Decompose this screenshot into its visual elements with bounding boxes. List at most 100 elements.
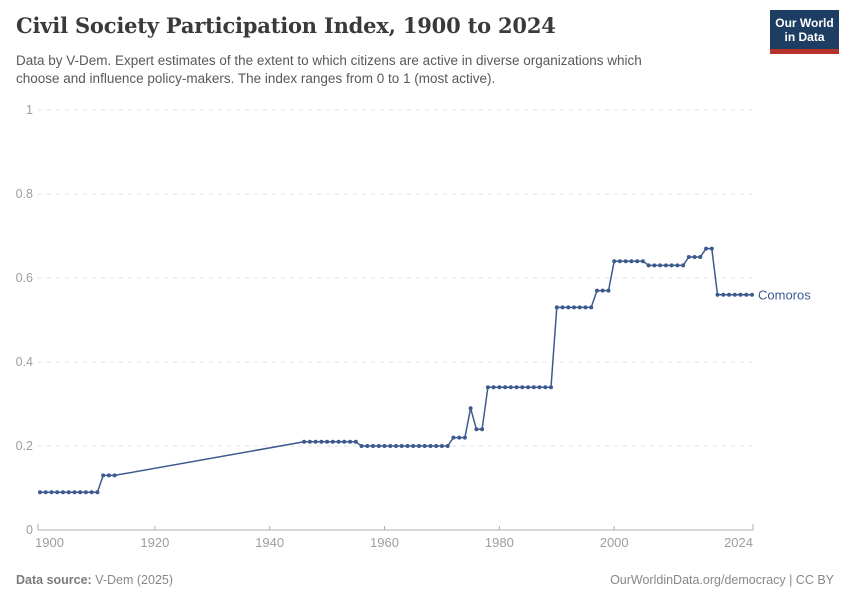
data-point	[388, 444, 393, 448]
data-point	[55, 490, 60, 495]
owid-logo-line-2: in Data	[784, 30, 825, 44]
data-point	[302, 439, 307, 444]
data-point	[428, 444, 433, 448]
data-point	[399, 444, 404, 448]
data-point	[629, 259, 634, 264]
data-point	[474, 427, 479, 432]
data-point	[49, 490, 54, 495]
data-point	[112, 473, 117, 478]
data-point	[543, 385, 548, 390]
x-axis-tick-label: 1940	[255, 535, 284, 550]
data-point	[325, 439, 330, 444]
data-point	[738, 292, 743, 297]
data-point	[663, 263, 668, 268]
data-point	[514, 385, 519, 390]
data-point	[43, 490, 48, 495]
y-axis-tick-label: 0.8	[16, 187, 33, 201]
data-point	[508, 385, 513, 390]
data-point	[681, 263, 686, 268]
data-point	[89, 490, 94, 495]
series-label-comoros[interactable]: Comoros	[758, 287, 811, 302]
y-axis-tick-label: 1	[26, 103, 33, 117]
data-point	[750, 292, 754, 297]
owid-logo-line-1: Our World	[775, 16, 834, 30]
x-axis-tick-label: 1980	[485, 535, 514, 550]
data-point	[744, 292, 749, 297]
data-point	[307, 439, 312, 444]
data-source-label: Data source:	[16, 573, 92, 587]
data-point	[95, 490, 100, 495]
data-point	[531, 385, 536, 390]
data-point	[520, 385, 525, 390]
chart-footer: Data source: V-Dem (2025) OurWorldinData…	[16, 573, 834, 587]
data-point	[78, 490, 83, 495]
data-point	[439, 444, 444, 448]
data-point	[549, 385, 553, 390]
data-point	[617, 259, 622, 264]
data-point	[566, 305, 571, 310]
chart-subtitle-line-2: choose and influence policy-makers. The …	[16, 71, 496, 86]
data-point	[434, 444, 439, 448]
x-axis-tick-label: 1960	[370, 535, 399, 550]
data-point	[600, 288, 605, 293]
data-point	[669, 263, 674, 268]
data-point	[646, 263, 651, 268]
owid-logo: Our World in Data	[770, 10, 839, 54]
y-axis-tick-label: 0.4	[16, 355, 33, 369]
data-point	[709, 246, 714, 251]
data-point	[675, 263, 680, 268]
data-point	[101, 473, 106, 478]
data-point	[491, 385, 496, 390]
data-point	[417, 444, 421, 448]
data-point	[445, 444, 450, 448]
data-point	[704, 246, 709, 251]
owid-logo-red-bar	[770, 49, 839, 54]
data-point	[365, 444, 370, 448]
data-source-note: Data source: V-Dem (2025)	[16, 573, 173, 587]
data-point	[721, 292, 726, 297]
data-line-comoros	[40, 247, 752, 493]
data-source-value: V-Dem (2025)	[95, 573, 174, 587]
credit-link[interactable]: OurWorldinData.org/democracy | CC BY	[610, 573, 834, 587]
data-point	[715, 292, 720, 297]
data-point	[583, 305, 588, 310]
data-point	[686, 255, 691, 259]
data-point	[405, 444, 410, 448]
data-point	[371, 444, 375, 448]
chart-subtitle-line-1: Data by V-Dem. Expert estimates of the e…	[16, 53, 642, 68]
data-point	[526, 385, 531, 390]
data-point	[554, 305, 559, 310]
data-point	[635, 259, 640, 264]
data-point	[382, 444, 387, 448]
data-point	[732, 292, 737, 297]
x-axis-tick-label: 2024	[724, 535, 753, 550]
data-point	[623, 259, 628, 264]
data-point	[589, 305, 594, 310]
y-axis-tick-label: 0.2	[16, 439, 33, 453]
data-point	[61, 490, 65, 495]
data-point	[457, 435, 462, 440]
data-point	[353, 439, 358, 444]
data-point	[313, 439, 318, 444]
data-point	[640, 259, 645, 264]
data-point	[537, 385, 542, 390]
chart-subtitle: Data by V-Dem. Expert estimates of the e…	[16, 52, 642, 88]
data-point	[342, 439, 347, 444]
data-point	[411, 444, 416, 448]
data-point	[72, 490, 77, 495]
x-axis-tick-label: 1900	[35, 535, 64, 550]
data-point	[612, 259, 617, 264]
data-point	[480, 427, 485, 432]
owid-logo-text: Our World in Data	[770, 10, 839, 49]
data-point	[83, 490, 88, 495]
data-point	[38, 490, 42, 495]
data-point	[727, 292, 731, 297]
data-point	[330, 439, 335, 444]
data-point	[451, 435, 456, 440]
data-point	[698, 255, 703, 259]
data-point	[658, 263, 663, 268]
x-axis-tick-label: 2000	[600, 535, 629, 550]
x-axis-tick-label: 1920	[140, 535, 169, 550]
